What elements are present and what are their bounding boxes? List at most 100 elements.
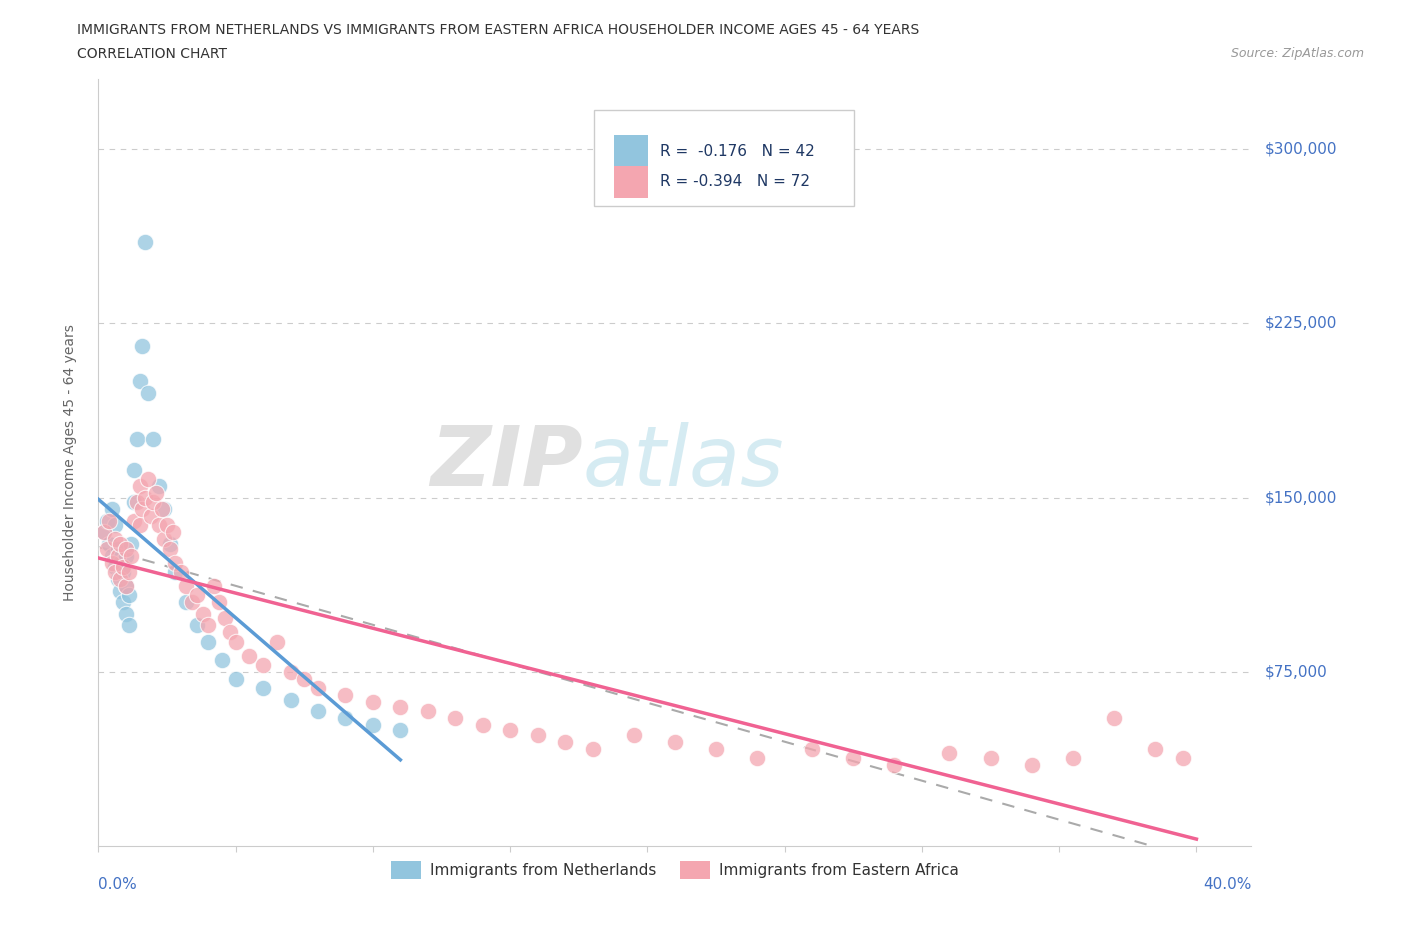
Point: [191, 606, 214, 621]
Point: [165, 555, 187, 570]
Point: [883, 757, 905, 772]
Point: [96, 513, 118, 528]
Point: [156, 518, 179, 533]
Point: [145, 485, 167, 500]
Y-axis label: Householder Income Ages 45 - 64 years: Householder Income Ages 45 - 64 years: [63, 325, 77, 601]
Point: [153, 502, 176, 517]
Point: [159, 537, 181, 551]
Point: [101, 502, 124, 517]
Text: IMMIGRANTS FROM NETHERLANDS VS IMMIGRANTS FROM EASTERN AFRICA HOUSEHOLDER INCOME: IMMIGRANTS FROM NETHERLANDS VS IMMIGRANT…: [77, 23, 920, 37]
Point: [252, 658, 274, 672]
Point: [307, 704, 329, 719]
Point: [142, 495, 165, 510]
Point: [980, 751, 1002, 765]
Point: [110, 537, 132, 551]
Text: atlas: atlas: [582, 422, 785, 503]
Point: [499, 723, 522, 737]
Point: [801, 741, 824, 756]
Point: [120, 537, 142, 551]
Text: R =  -0.176   N = 42: R = -0.176 N = 42: [659, 143, 814, 159]
Point: [131, 339, 153, 353]
Point: [125, 495, 148, 510]
Point: [186, 588, 208, 603]
Point: [115, 541, 138, 556]
Point: [142, 432, 165, 447]
Point: [98, 537, 121, 551]
Point: [139, 509, 162, 524]
Point: [664, 735, 686, 750]
Bar: [614, 166, 648, 198]
Point: [112, 560, 135, 575]
Point: [98, 513, 121, 528]
Point: [219, 625, 242, 640]
Point: [112, 565, 135, 579]
Point: [134, 234, 156, 249]
Point: [112, 595, 135, 610]
Point: [148, 478, 170, 493]
Point: [197, 634, 219, 649]
Point: [96, 541, 118, 556]
Point: [101, 549, 124, 564]
Point: [117, 618, 139, 633]
Text: $225,000: $225,000: [1265, 315, 1337, 331]
FancyBboxPatch shape: [595, 110, 853, 206]
Point: [938, 746, 960, 761]
Point: [186, 618, 208, 633]
Point: [174, 578, 197, 593]
Point: [110, 583, 132, 598]
Point: [623, 727, 645, 742]
Point: [292, 671, 315, 686]
Point: [115, 578, 138, 593]
Point: [335, 688, 357, 703]
Point: [202, 578, 225, 593]
Text: R = -0.394   N = 72: R = -0.394 N = 72: [659, 174, 810, 190]
Point: [93, 525, 115, 539]
Text: 0.0%: 0.0%: [98, 877, 138, 892]
Point: [214, 611, 236, 626]
Point: [238, 648, 260, 663]
Legend: Immigrants from Netherlands, Immigrants from Eastern Africa: Immigrants from Netherlands, Immigrants …: [384, 855, 966, 884]
Point: [225, 634, 247, 649]
Text: CORRELATION CHART: CORRELATION CHART: [77, 46, 228, 60]
Point: [104, 532, 127, 547]
Point: [1062, 751, 1084, 765]
Point: [280, 664, 302, 679]
Point: [107, 571, 129, 587]
Point: [122, 513, 145, 528]
Point: [335, 711, 357, 725]
Point: [389, 723, 412, 737]
Point: [554, 735, 576, 750]
Point: [115, 549, 138, 564]
Point: [148, 518, 170, 533]
Point: [104, 560, 127, 575]
Point: [115, 578, 138, 593]
Point: [1171, 751, 1194, 765]
Point: [101, 555, 124, 570]
Point: [471, 718, 494, 733]
Point: [122, 495, 145, 510]
Point: [165, 565, 187, 579]
Bar: [614, 135, 648, 167]
Point: [266, 634, 288, 649]
Point: [117, 565, 139, 579]
Point: [526, 727, 548, 742]
Point: [581, 741, 603, 756]
Point: [180, 595, 202, 610]
Point: [122, 462, 145, 477]
Point: [150, 502, 173, 517]
Text: ZIP: ZIP: [430, 422, 582, 503]
Point: [110, 555, 132, 570]
Text: $75,000: $75,000: [1265, 664, 1329, 680]
Point: [1144, 741, 1167, 756]
Point: [120, 549, 142, 564]
Point: [174, 595, 197, 610]
Point: [93, 525, 115, 539]
Point: [197, 618, 219, 633]
Point: [136, 386, 159, 401]
Text: 40.0%: 40.0%: [1204, 877, 1251, 892]
Point: [252, 681, 274, 696]
Point: [208, 595, 231, 610]
Point: [110, 571, 132, 587]
Point: [211, 653, 233, 668]
Point: [416, 704, 439, 719]
